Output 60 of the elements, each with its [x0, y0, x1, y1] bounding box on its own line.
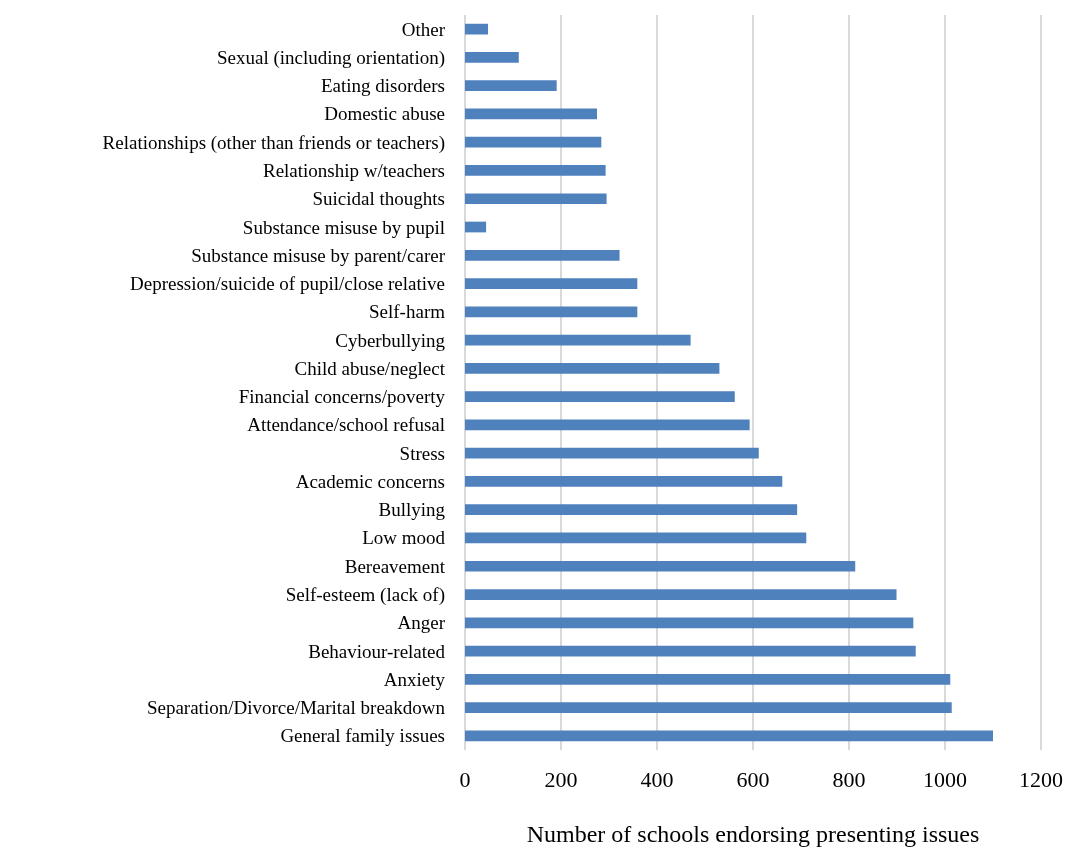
x-tick-label: 400 [640, 766, 674, 792]
y-tick-label: Bereavement [344, 555, 446, 577]
bar [465, 419, 750, 431]
y-tick-label: Academic concerns [295, 470, 445, 492]
y-tick-label: Suicidal thoughts [312, 188, 445, 210]
y-tick-label: Anxiety [383, 668, 446, 690]
bar [465, 730, 993, 742]
x-tick-label: 1200 [1019, 766, 1063, 792]
y-tick-label: Child abuse/neglect [294, 357, 446, 379]
bar [465, 334, 691, 346]
y-tick-label: General family issues [280, 725, 445, 747]
bar [465, 617, 914, 629]
bar [465, 702, 952, 713]
bar [465, 52, 519, 63]
y-tick-label: Other [401, 18, 446, 40]
y-tick-label: Depression/suicide of pupil/close relative [130, 273, 445, 295]
bar [465, 193, 607, 205]
y-tick-label: Substance misuse by parent/carer [191, 244, 446, 266]
y-tick-label: Substance misuse by pupil [242, 216, 445, 238]
x-axis-title: Number of schools endorsing presenting issues [526, 821, 980, 847]
y-tick-label: Behaviour-related [308, 640, 446, 662]
bar [465, 476, 783, 487]
y-tick-label: Sexual (including orientation) [217, 46, 445, 69]
bar [465, 306, 638, 318]
bar [465, 447, 759, 459]
bar [465, 532, 807, 544]
x-tick-label: 600 [736, 766, 770, 792]
y-tick-label: Low mood [362, 527, 446, 549]
bar [465, 362, 720, 374]
y-tick-label: Attendance/school refusal [247, 414, 445, 436]
x-tick-label: 800 [832, 766, 866, 792]
bar [465, 165, 606, 176]
y-tick-label: Financial concerns/poverty [238, 386, 446, 408]
y-tick-label: Eating disorders [320, 75, 445, 97]
bar [465, 278, 638, 289]
bar [465, 80, 557, 92]
y-tick-label: Cyberbullying [335, 329, 446, 351]
bar [465, 136, 602, 148]
x-tick-label: 1000 [923, 766, 967, 792]
y-tick-label: Bullying [378, 499, 446, 521]
bar [465, 645, 916, 657]
bar [465, 504, 798, 516]
bar [465, 108, 597, 120]
y-tick-label: Anger [397, 612, 446, 634]
y-tick-label: Relationships (other than friends or teachers) [102, 131, 445, 154]
y-tick-label: Domestic abuse [324, 103, 445, 125]
y-tick-label: Self-harm [369, 301, 446, 323]
y-tick-label: Self-esteem (lack of) [285, 584, 445, 607]
x-tick-label: 200 [544, 766, 578, 792]
bar [465, 23, 489, 35]
bar [465, 560, 856, 572]
bar [465, 221, 487, 233]
y-tick-label: Separation/Divorce/Marital breakdown [146, 697, 446, 719]
bar [465, 589, 897, 600]
bar [465, 249, 620, 261]
y-tick-label: Relationship w/teachers [262, 159, 445, 181]
bar [465, 391, 735, 403]
x-tick-label: 0 [459, 766, 471, 792]
bar [465, 673, 951, 685]
y-tick-label: Stress [399, 442, 445, 464]
